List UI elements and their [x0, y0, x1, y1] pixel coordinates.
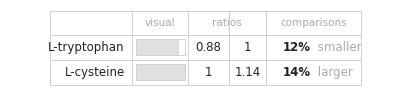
- Text: 14%: 14%: [282, 66, 310, 79]
- Text: larger: larger: [314, 66, 352, 79]
- Text: L-tryptophan: L-tryptophan: [48, 41, 125, 54]
- Bar: [136, 39, 179, 55]
- Text: 1: 1: [205, 66, 213, 79]
- Text: 1: 1: [244, 41, 251, 54]
- Bar: [136, 64, 185, 80]
- Text: comparisons: comparisons: [280, 18, 347, 28]
- Text: 0.88: 0.88: [196, 41, 222, 54]
- Bar: [136, 39, 185, 55]
- Text: visual: visual: [145, 18, 176, 28]
- Text: L-cysteine: L-cysteine: [65, 66, 125, 79]
- Text: 1.14: 1.14: [234, 66, 261, 79]
- Bar: [136, 64, 185, 80]
- Bar: [136, 64, 185, 80]
- Text: ratios: ratios: [213, 18, 242, 28]
- Text: smaller: smaller: [314, 41, 361, 54]
- Bar: [136, 39, 185, 55]
- Text: 12%: 12%: [282, 41, 310, 54]
